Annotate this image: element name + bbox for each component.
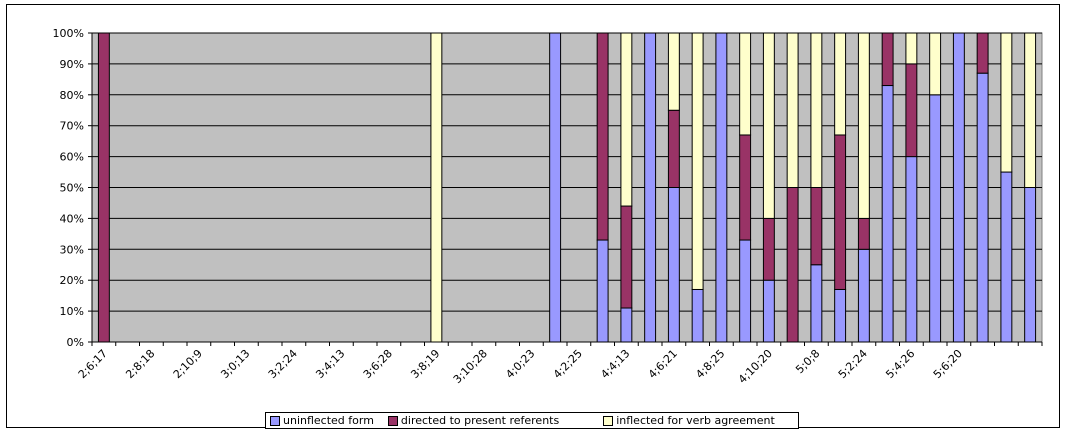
legend-label: directed to present referents [400,414,560,427]
bar-segment [810,32,823,188]
bar-segment [691,288,704,343]
legend-swatch [387,415,398,426]
bar-segment [667,109,680,188]
bar-segment [810,264,823,343]
bar-segment [976,32,989,74]
x-tick-label: 5;0;8 [793,347,822,376]
x-tick-label: 3;6;28 [361,347,395,381]
y-tick-label: 50% [60,182,84,195]
legend-item: uninflected form [270,414,374,427]
x-tick-label: 3;8;19 [408,347,442,381]
x-tick-label: 5;2;24 [836,347,870,381]
bar-segment [834,134,847,290]
bar-segment [905,156,918,343]
legend: uninflected form directed to present refe… [265,412,799,429]
bar-segment [1024,32,1037,188]
x-tick-label: 4;10;20 [736,347,775,386]
x-tick-label: 4;2;25 [551,347,585,381]
bar-segment [667,187,680,343]
legend-label: uninflected form [283,414,374,427]
y-tick-label: 80% [60,89,84,102]
bar-segment [1000,32,1013,173]
bar-segment [762,32,775,219]
bar-segment [762,279,775,343]
legend-label: inflected for verb agreement [616,414,775,427]
legend-swatch [603,415,614,426]
bar-segment [644,32,657,343]
bar-segment [620,307,633,343]
bar-segment [762,217,775,281]
bar-segment [857,217,870,250]
bar-segment [857,248,870,343]
y-tick-label: 90% [60,58,84,71]
bar-segment [1024,187,1037,343]
x-tick-label: 2;8;18 [123,347,157,381]
x-tick-label: 4;8;25 [693,347,727,381]
bar-segment [549,32,562,343]
x-tick-label: 3;4;13 [313,347,347,381]
x-tick-label: 3;10;28 [451,347,490,386]
x-tick-label: 5;4;26 [883,347,917,381]
y-tick-label: 10% [60,305,84,318]
bar-segment [430,32,443,343]
x-tick-label: 3;2;24 [266,347,300,381]
bar-segment [976,72,989,343]
y-tick-label: 0% [67,336,84,349]
bar-segment [739,134,752,241]
x-tick-label: 2;6;17 [76,347,110,381]
bar-segment [1000,171,1013,343]
y-tick-label: 20% [60,274,84,287]
y-tick-label: 70% [60,120,84,133]
bar-segment [810,187,823,266]
x-tick-label: 4;0;23 [503,347,537,381]
bar-segment [620,32,633,207]
legend-item: inflected for verb agreement [603,414,775,427]
x-tick-label: 4;4;13 [598,347,632,381]
bar-segment [905,32,918,65]
y-tick-label: 40% [60,212,84,225]
bar-segment [97,32,110,343]
bar-segment [739,239,752,343]
y-tick-label: 100% [53,27,84,40]
x-tick-label: 3;0;13 [218,347,252,381]
bar-segment [691,32,704,290]
bar-segment [739,32,752,136]
bar-segment [857,32,870,219]
legend-swatch [270,415,280,426]
bar-segment [786,187,799,343]
x-tick-label: 2;10;9 [171,347,205,381]
y-tick-label: 30% [60,243,84,256]
bar-segment [881,85,894,343]
bar-segment [596,32,609,241]
legend-item: directed to present referents [387,414,560,427]
x-tick-label: 4;6;21 [646,347,680,381]
bar-segment [715,32,728,343]
bar-segment [834,288,847,343]
bar-segment [667,32,680,111]
bar-segment [929,32,942,96]
x-tick-label: 5;6;20 [931,347,965,381]
bar-segment [929,94,942,343]
bar-segment [620,205,633,309]
bar-segment [881,32,894,87]
bar-segment [834,32,847,136]
bar-segment [596,239,609,343]
bar-segment [786,32,799,188]
bar-segment [952,32,965,343]
y-tick-label: 60% [60,151,84,164]
bar-segment [905,63,918,158]
